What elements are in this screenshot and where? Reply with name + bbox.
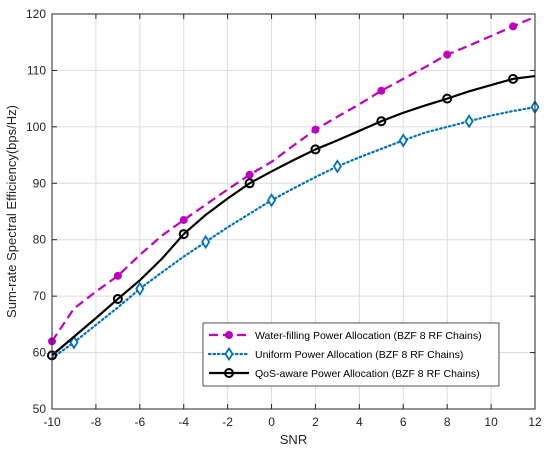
x-tick-label-2: -2 xyxy=(222,415,233,429)
legend-entry-qos-aware: QoS-aware Power Allocation (BZF 8 RF Cha… xyxy=(209,368,480,380)
data-point xyxy=(398,133,408,148)
x-tick-label-6: 6 xyxy=(400,415,407,429)
x-tick-label-4: -4 xyxy=(178,415,189,429)
x-tick-label-12: 12 xyxy=(528,415,542,429)
y-tick-label-120: 120 xyxy=(26,7,46,21)
legend-box xyxy=(202,322,500,387)
series-line xyxy=(50,106,537,360)
y-axis-label: Sum-rate Spectral Efficiency(bps/Hz) xyxy=(4,105,19,318)
series-line xyxy=(51,15,536,342)
tick-layer: -10 -8 -6 -4 -2 0 2 4 6 8 10 12 50 60 70 80 90 100 110 120 xyxy=(26,7,542,429)
data-point xyxy=(244,178,255,189)
series-line xyxy=(51,74,536,357)
data-point xyxy=(311,125,320,134)
data-point xyxy=(135,281,145,296)
data-point xyxy=(69,335,79,350)
y-tick-label-90: 90 xyxy=(33,176,47,190)
data-point xyxy=(310,144,321,155)
legend-label-qos-aware: QoS-aware Power Allocation (BZF 8 RF Cha… xyxy=(255,368,480,380)
x-tick-label-2: 2 xyxy=(312,415,319,429)
data-point xyxy=(179,215,188,224)
legend-label-water-filling: Water-filling Power Allocation (BZF 8 RF… xyxy=(255,330,482,342)
data-point xyxy=(464,114,474,129)
data-point xyxy=(332,159,342,174)
data-point xyxy=(113,271,122,280)
legend-entry-water-filling: Water-filling Power Allocation (BZF 8 RF… xyxy=(209,330,482,342)
y-tick-label-110: 110 xyxy=(27,63,46,77)
y-tick-label-80: 80 xyxy=(33,233,47,247)
x-tick-label-10: 10 xyxy=(484,415,498,429)
data-point xyxy=(266,193,277,208)
y-tick-label-50: 50 xyxy=(33,402,47,416)
series-water-filling xyxy=(48,15,536,346)
data-point xyxy=(509,22,518,31)
legend-marker-qos-aware xyxy=(224,368,234,378)
x-axis-label: SNR xyxy=(280,432,307,447)
series-qos-aware xyxy=(47,73,536,361)
legend-label-uniform: Uniform Power Allocation (BZF 8 RF Chain… xyxy=(255,349,463,361)
x-tick-label-8: 8 xyxy=(444,415,451,429)
legend-marker-water-filling xyxy=(225,331,233,339)
data-point xyxy=(508,73,519,84)
data-point xyxy=(443,50,452,59)
series-uniform xyxy=(50,99,540,360)
data-point xyxy=(178,229,189,240)
x-tick-label-4: 4 xyxy=(356,415,363,429)
legend: Water-filling Power Allocation (BZF 8 RF… xyxy=(202,322,500,387)
data-point xyxy=(112,293,123,304)
y-tick-label-100: 100 xyxy=(26,120,46,134)
data-point xyxy=(442,93,453,104)
series-layer xyxy=(47,15,540,361)
legend-entry-uniform: Uniform Power Allocation (BZF 8 RF Chain… xyxy=(207,346,463,362)
legend-marker-uniform xyxy=(224,346,234,362)
x-tick-label-6: -6 xyxy=(134,415,145,429)
y-tick-label-70: 70 xyxy=(33,289,47,303)
data-point xyxy=(377,86,386,95)
y-tick-label-60: 60 xyxy=(33,346,47,360)
plot-frame xyxy=(51,13,536,410)
data-point xyxy=(376,116,387,127)
x-tick-label-0: 0 xyxy=(268,415,275,429)
x-tick-label-8: -8 xyxy=(91,415,102,429)
x-tick-label-10: -10 xyxy=(43,415,61,429)
data-point xyxy=(245,170,254,179)
data-point xyxy=(201,234,211,250)
